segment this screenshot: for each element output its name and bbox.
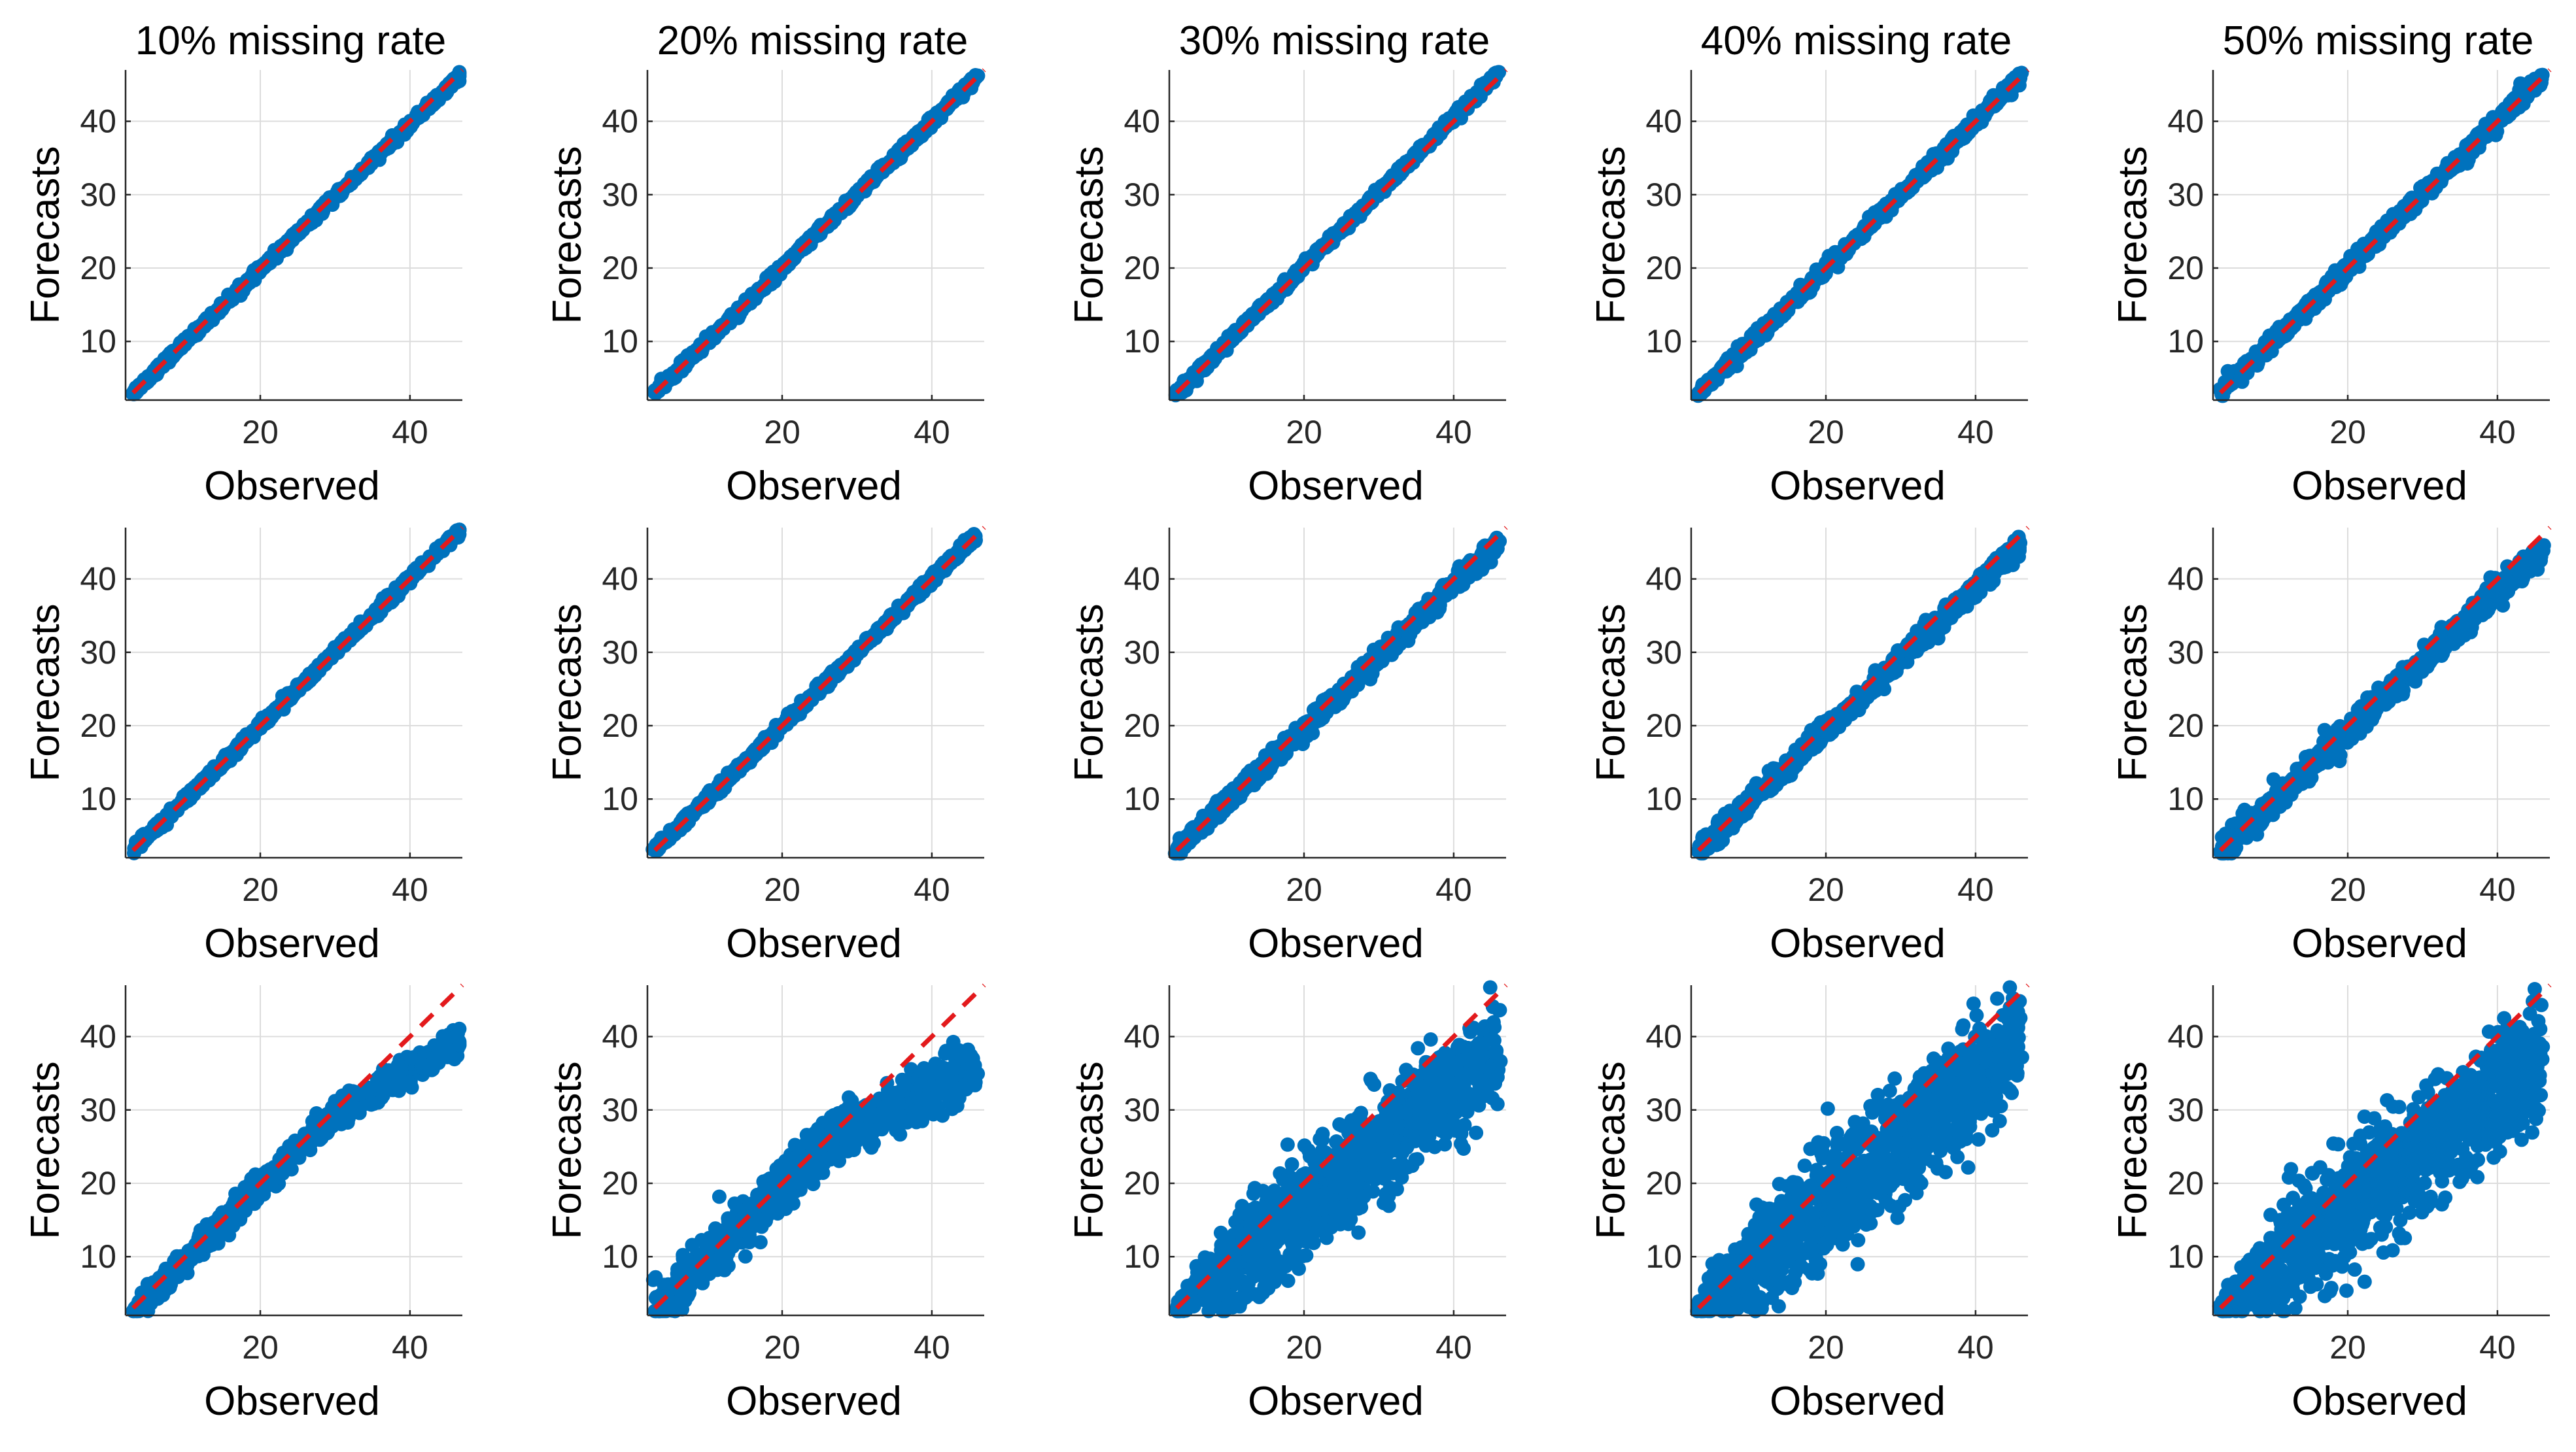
y-tick-label: 20 xyxy=(80,250,116,286)
x-axis-label: Observed xyxy=(204,921,380,966)
subplot-r1c1: 20 40 10 20 30 40 Observed Forecasts 10% missing… xyxy=(23,18,467,509)
y-axis-label: Forecasts xyxy=(545,146,590,324)
y-tick-label: 20 xyxy=(1124,250,1160,286)
y-tick-label: 20 xyxy=(80,707,116,744)
y-tick-label: 20 xyxy=(2167,250,2204,286)
x-tick-label: 20 xyxy=(242,871,279,908)
y-tick-label: 10 xyxy=(1124,323,1160,360)
y-tick-label: 30 xyxy=(602,177,638,213)
x-axis-label: Observed xyxy=(1248,464,1424,509)
x-tick-label: 40 xyxy=(1435,414,1472,450)
x-axis-label: Observed xyxy=(204,464,380,509)
data-point xyxy=(452,69,467,84)
y-axis-label: Forecasts xyxy=(1067,146,1112,324)
data-point xyxy=(452,523,467,538)
subplot-r1c2: 20 40 10 20 30 40 Observed Forecasts 20% missing… xyxy=(545,18,986,509)
y-tick-label: 10 xyxy=(602,323,638,360)
y-tick-label: 20 xyxy=(1645,250,1682,286)
x-tick-label: 20 xyxy=(2329,414,2366,450)
subplot-title: 20% missing rate xyxy=(657,18,969,63)
subplot-r1c5: 20 40 10 20 30 40 Observed Forecasts 50% missing… xyxy=(2110,18,2552,509)
x-tick-label: 40 xyxy=(1957,414,1994,450)
y-tick-label: 40 xyxy=(602,103,638,140)
x-tick-label: 20 xyxy=(242,414,279,450)
x-tick-label: 40 xyxy=(914,414,950,450)
subplot-title: 50% missing rate xyxy=(2223,18,2534,63)
y-tick-label: 40 xyxy=(80,561,116,598)
x-axis-label: Observed xyxy=(1770,464,1946,509)
reference-line xyxy=(653,68,986,395)
x-tick-label: 40 xyxy=(2479,414,2516,450)
y-axis-label: Forecasts xyxy=(2110,146,2155,324)
y-tick-label: 10 xyxy=(2167,323,2204,360)
y-axis-label: Forecasts xyxy=(1589,146,1634,324)
x-tick-label: 40 xyxy=(392,414,428,450)
y-axis-label: Forecasts xyxy=(23,603,68,781)
x-axis-label: Observed xyxy=(2292,464,2467,509)
data-point xyxy=(1492,65,1507,80)
y-tick-label: 30 xyxy=(2167,177,2204,213)
y-tick-label: 10 xyxy=(80,781,116,817)
y-tick-label: 30 xyxy=(1645,177,1682,213)
y-axis-label: Forecasts xyxy=(23,146,68,324)
y-tick-label: 40 xyxy=(80,103,116,140)
subplot-r2c1: 20 40 10 20 30 40 Observed Forecasts xyxy=(23,522,467,966)
subplot-r1c4: 20 40 10 20 30 40 Observed Forecasts 40% missing… xyxy=(1589,18,2030,509)
reference-line xyxy=(131,68,464,395)
y-tick-label: 10 xyxy=(80,323,116,360)
y-tick-label: 20 xyxy=(602,250,638,286)
x-tick-label: 20 xyxy=(764,414,800,450)
y-tick-label: 40 xyxy=(1645,103,1682,140)
x-axis-label: Observed xyxy=(726,464,902,509)
y-tick-label: 10 xyxy=(1645,323,1682,360)
y-tick-label: 30 xyxy=(1124,177,1160,213)
x-tick-label: 40 xyxy=(392,871,428,908)
y-tick-label: 40 xyxy=(1124,103,1160,140)
x-tick-label: 20 xyxy=(1808,414,1844,450)
subplot-r1c3: 20 40 10 20 30 40 Observed Forecasts 30% missing… xyxy=(1067,18,1508,509)
y-tick-label: 40 xyxy=(2167,103,2204,140)
subplot-title: 30% missing rate xyxy=(1179,18,1490,63)
y-tick-label: 30 xyxy=(80,177,116,213)
subplot-title: 10% missing rate xyxy=(135,18,447,63)
y-tick-label: 30 xyxy=(80,634,116,671)
subplot-title: 40% missing rate xyxy=(1701,18,2012,63)
x-tick-label: 20 xyxy=(1286,414,1322,450)
